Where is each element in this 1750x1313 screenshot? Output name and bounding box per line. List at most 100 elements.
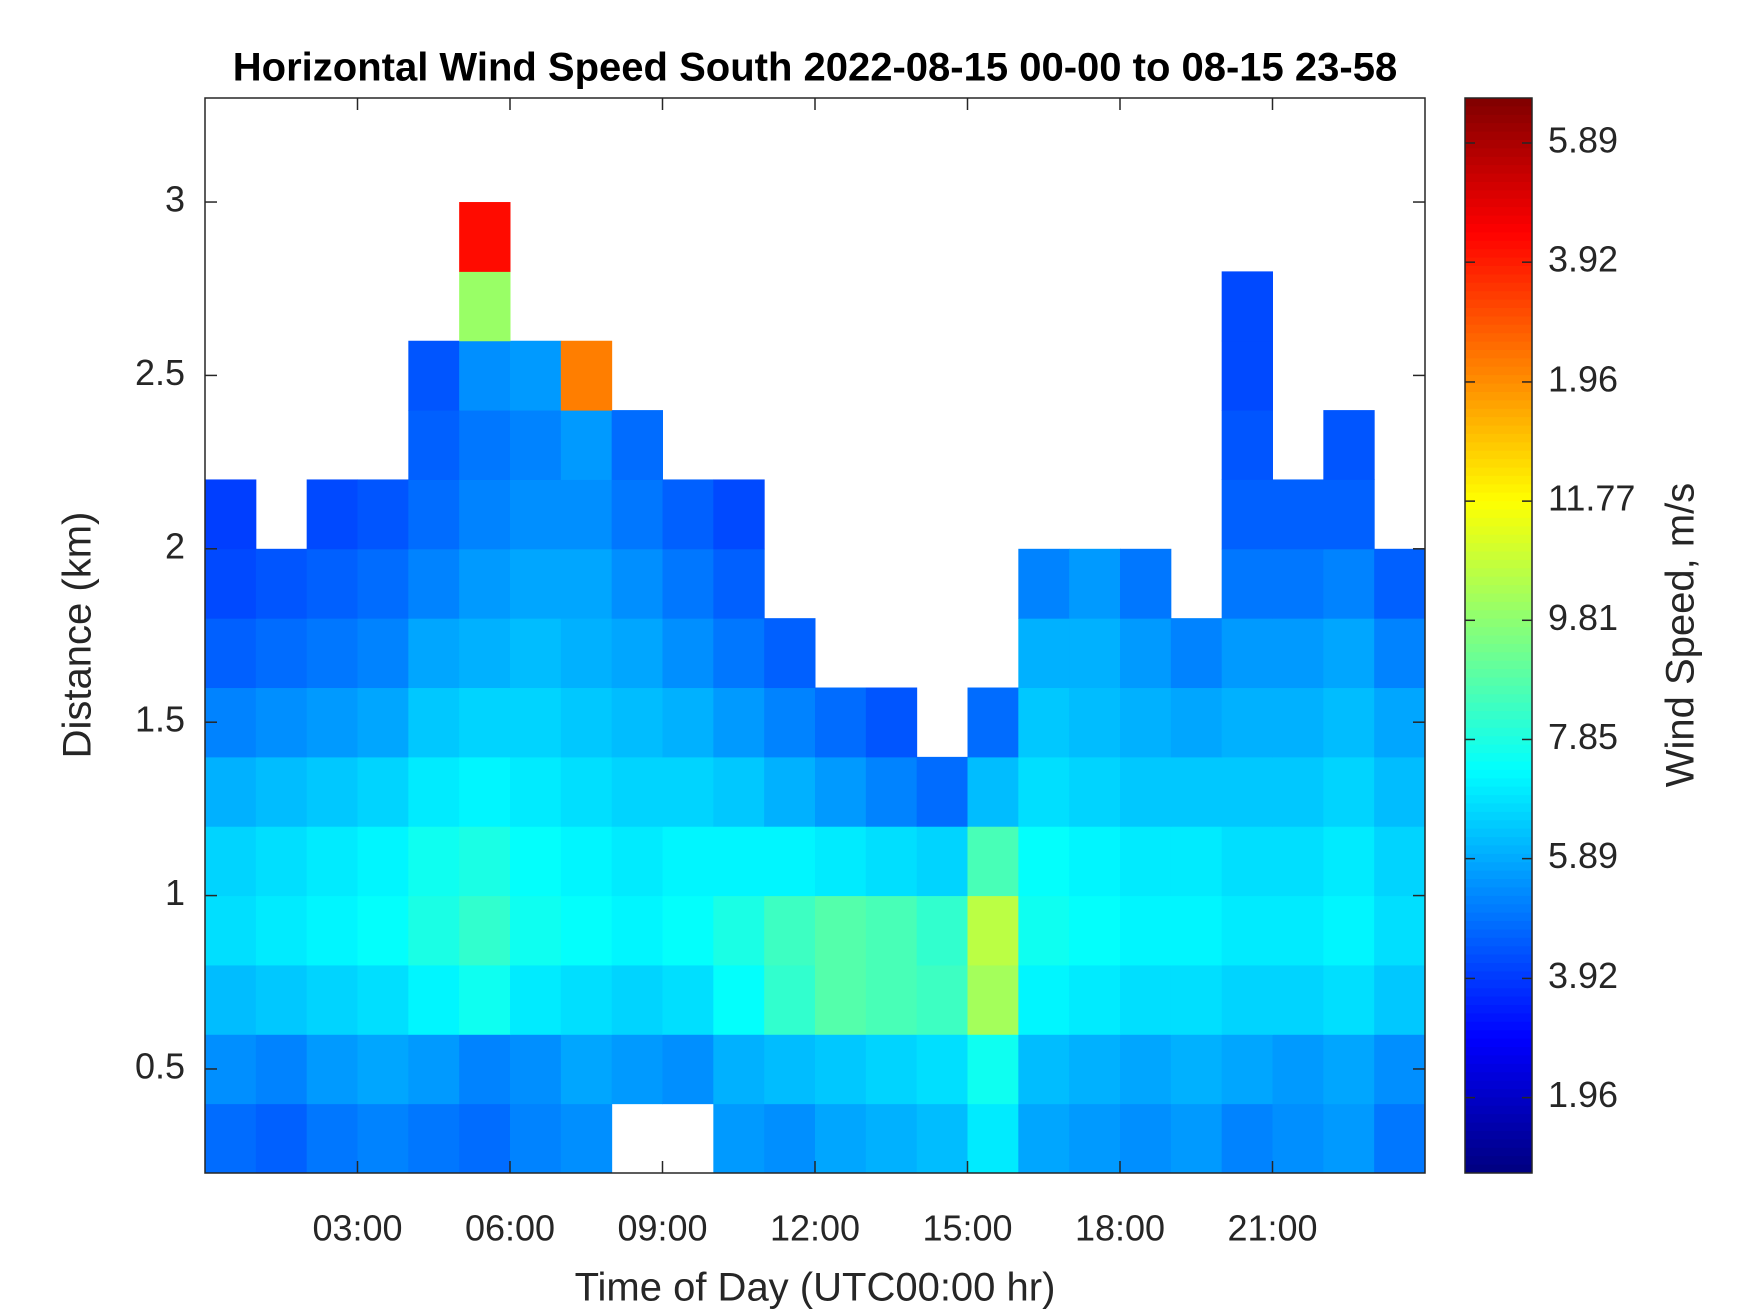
colorbar-band xyxy=(1465,131,1532,141)
heatmap-cell xyxy=(510,895,562,966)
colorbar-band xyxy=(1465,156,1532,166)
heatmap-cell xyxy=(510,479,562,550)
heatmap-cell xyxy=(255,895,308,966)
colorbar-band xyxy=(1465,660,1532,670)
colorbar-band xyxy=(1465,123,1532,133)
colorbar-band xyxy=(1465,853,1532,863)
colorbar-band xyxy=(1465,375,1532,385)
colorbar-band xyxy=(1465,593,1532,603)
colorbar-band xyxy=(1465,996,1532,1006)
x-tick-label: 03:00 xyxy=(312,1208,402,1249)
colorbar-band xyxy=(1465,879,1532,888)
heatmap-cell xyxy=(1120,618,1172,689)
heatmap-cell xyxy=(713,1103,765,1174)
colorbar-band xyxy=(1465,198,1532,208)
heatmap-cell xyxy=(510,826,562,897)
colorbar-band xyxy=(1465,509,1532,519)
heatmap-cell xyxy=(916,895,968,966)
heatmap-cell xyxy=(560,548,613,619)
heatmap-cell xyxy=(1272,964,1324,1035)
heatmap-cell xyxy=(408,895,460,966)
heatmap-cell xyxy=(1374,618,1426,689)
heatmap-cell xyxy=(1272,618,1324,689)
colorbar-band xyxy=(1465,711,1532,720)
colorbar-band xyxy=(1465,114,1532,124)
heatmap-cell xyxy=(1018,756,1070,827)
heatmap-cell xyxy=(205,964,257,1035)
heatmap-cell xyxy=(713,687,765,758)
heatmap-cell xyxy=(916,756,968,827)
heatmap-cell xyxy=(255,687,308,758)
colorbar-band xyxy=(1465,1105,1532,1115)
x-tick-label: 18:00 xyxy=(1075,1208,1165,1249)
heatmap-cell xyxy=(408,410,460,480)
heatmap-cell xyxy=(916,826,968,897)
heatmap-cell xyxy=(560,479,613,550)
colorbar-band xyxy=(1465,576,1532,586)
heatmap-cell xyxy=(1272,756,1324,827)
heatmap-cell xyxy=(1120,1034,1172,1105)
y-tick-label: 2.5 xyxy=(135,352,185,393)
colorbar-band xyxy=(1465,803,1532,813)
heatmap-cell xyxy=(1221,687,1273,758)
heatmap-cell xyxy=(662,618,714,689)
colorbar-band xyxy=(1465,677,1532,687)
heatmap-cell xyxy=(1374,964,1426,1035)
heatmap-cell xyxy=(611,479,663,550)
heatmap-cell xyxy=(205,479,257,550)
colorbar-band xyxy=(1465,845,1532,855)
colorbar-band xyxy=(1465,736,1532,746)
heatmap-cell xyxy=(967,826,1019,897)
colorbar-band xyxy=(1465,1005,1532,1014)
colorbar-label: Wind Speed, m/s xyxy=(1659,483,1703,788)
heatmap-cell xyxy=(459,202,511,272)
colorbar-band xyxy=(1465,190,1532,200)
heatmap-cell xyxy=(1170,618,1223,689)
heatmap-cell xyxy=(357,1034,409,1105)
colorbar-band xyxy=(1465,559,1532,569)
heatmap-cell xyxy=(1069,826,1121,897)
colorbar-band xyxy=(1465,837,1532,846)
heatmap xyxy=(205,202,1426,1174)
colorbar-band xyxy=(1465,551,1532,561)
heatmap-cell xyxy=(1170,756,1223,827)
heatmap-cell xyxy=(611,826,663,897)
heatmap-cell xyxy=(560,618,613,689)
heatmap-cell xyxy=(1018,1034,1070,1105)
heatmap-cell xyxy=(1221,756,1273,827)
heatmap-cell xyxy=(764,1034,816,1105)
colorbar-band xyxy=(1465,929,1532,939)
colorbar-band xyxy=(1465,719,1532,729)
heatmap-cell xyxy=(306,826,358,897)
heatmap-cell xyxy=(1018,895,1070,966)
heatmap-cell xyxy=(1272,479,1324,550)
colorbar-band xyxy=(1465,484,1532,494)
heatmap-cell xyxy=(1018,826,1070,897)
heatmap-cell xyxy=(560,1103,613,1174)
colorbar-band xyxy=(1465,820,1532,830)
y-tick-label: 3 xyxy=(165,179,185,220)
colorbar-band xyxy=(1465,324,1532,334)
heatmap-cell xyxy=(255,826,308,897)
heatmap-cell xyxy=(1120,964,1172,1035)
heatmap-cell xyxy=(611,548,663,619)
heatmap-cell xyxy=(713,479,765,550)
heatmap-cell xyxy=(815,964,867,1035)
heatmap-cell xyxy=(459,410,511,480)
heatmap-cell xyxy=(662,826,714,897)
heatmap-cell xyxy=(713,618,765,689)
colorbar-band xyxy=(1465,299,1532,309)
colorbar-band xyxy=(1465,1131,1532,1140)
colorbar-band xyxy=(1465,291,1532,301)
heatmap-cell xyxy=(408,479,460,550)
heatmap-cell xyxy=(1069,756,1121,827)
colorbar-band xyxy=(1465,769,1532,779)
heatmap-cell xyxy=(560,964,613,1035)
colorbar-band xyxy=(1465,173,1532,183)
heatmap-cell xyxy=(662,964,714,1035)
heatmap-cell xyxy=(357,895,409,966)
heatmap-cell xyxy=(1018,687,1070,758)
colorbar-band xyxy=(1465,778,1532,788)
heatmap-cell xyxy=(255,1034,308,1105)
colorbar-band xyxy=(1465,761,1532,771)
